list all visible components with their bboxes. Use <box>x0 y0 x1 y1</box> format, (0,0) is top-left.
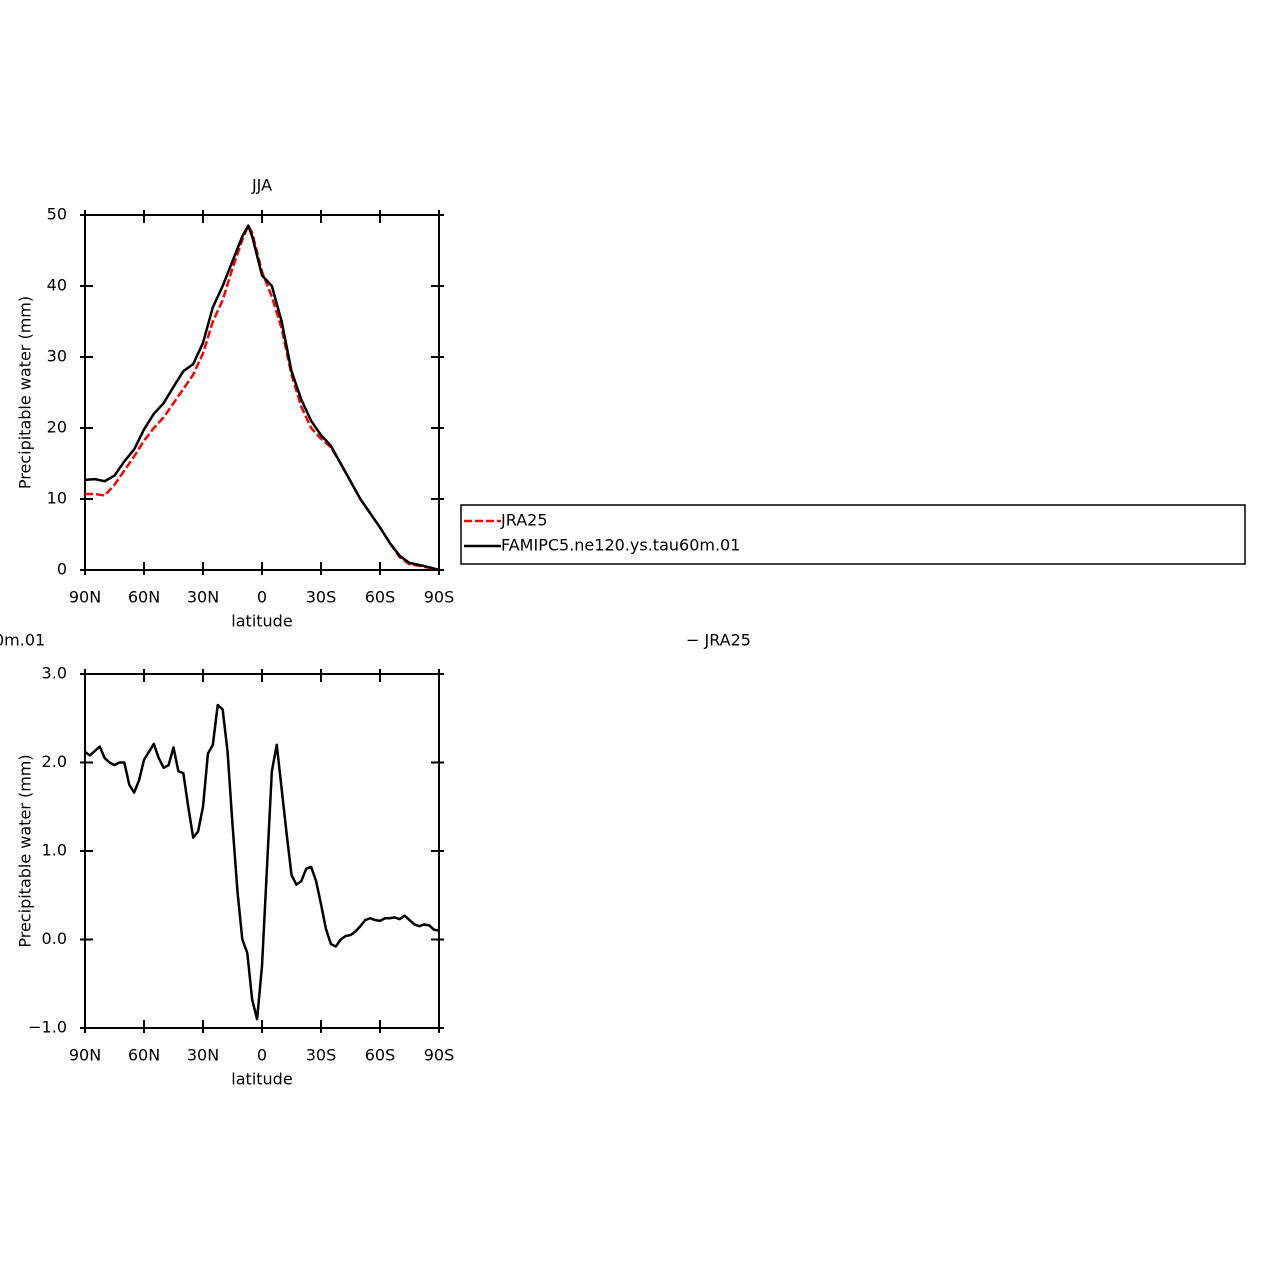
y-tick-label: 3.0 <box>42 664 67 683</box>
x-tick-label: 60S <box>365 588 396 607</box>
x-tick-label: 90N <box>69 1046 101 1065</box>
x-tick-label: 30S <box>306 1046 337 1065</box>
legend-label: FAMIPC5.ne120.ys.tau60m.01 <box>501 536 740 555</box>
x-tick-label: 60S <box>365 1046 396 1065</box>
y-tick-label: 0.0 <box>42 929 67 948</box>
chart-title: − JRA25 <box>686 631 751 650</box>
plot-frame <box>84 214 440 571</box>
chart-title: 0m.01 <box>0 631 45 650</box>
y-tick-label: 50 <box>47 205 67 224</box>
y-tick-label: 30 <box>47 347 67 366</box>
legend-label: JRA25 <box>500 511 548 530</box>
y-tick-label: 20 <box>47 418 67 437</box>
y-tick-label: 1.0 <box>42 841 67 860</box>
x-axis-label: latitude <box>231 1070 292 1089</box>
x-tick-label: 30N <box>187 588 219 607</box>
data-line <box>84 224 440 572</box>
plot-frame <box>84 673 440 1029</box>
data-line <box>85 224 440 572</box>
panel: JJA latitude Precipitable water (mm) 90N 60N… <box>16 176 1246 631</box>
x-tick-label: 90N <box>69 588 101 607</box>
y-label-clip: Precipitable water (mm) <box>16 754 35 947</box>
x-tick-label: 30S <box>306 588 337 607</box>
y-tick-label: 40 <box>47 276 67 295</box>
legend-box <box>460 504 1246 565</box>
x-tick-label: 60N <box>128 1046 160 1065</box>
panel: 0m.01 − JRA25 latitude Precipitable water (… <box>0 631 751 1089</box>
y-axis-label: Precipitable water (mm) <box>16 296 35 489</box>
data-line <box>84 703 440 1021</box>
chart-title: JJA <box>251 176 272 195</box>
y-tick-label: 2.0 <box>42 752 67 771</box>
x-tick-label: 90S <box>424 1046 455 1065</box>
x-axis-label: latitude <box>231 612 292 631</box>
y-tick-label: −1.0 <box>28 1018 67 1037</box>
x-tick-label: 30N <box>187 1046 219 1065</box>
x-tick-label: 0 <box>257 588 267 607</box>
x-tick-label: 60N <box>128 588 160 607</box>
x-tick-label: 0 <box>257 1046 267 1065</box>
x-tick-label: 90S <box>424 588 455 607</box>
y-axis-label: Precipitable water (mm) <box>16 754 35 947</box>
y-tick-label: 10 <box>47 489 67 508</box>
y-tick-label: 0 <box>57 560 67 579</box>
